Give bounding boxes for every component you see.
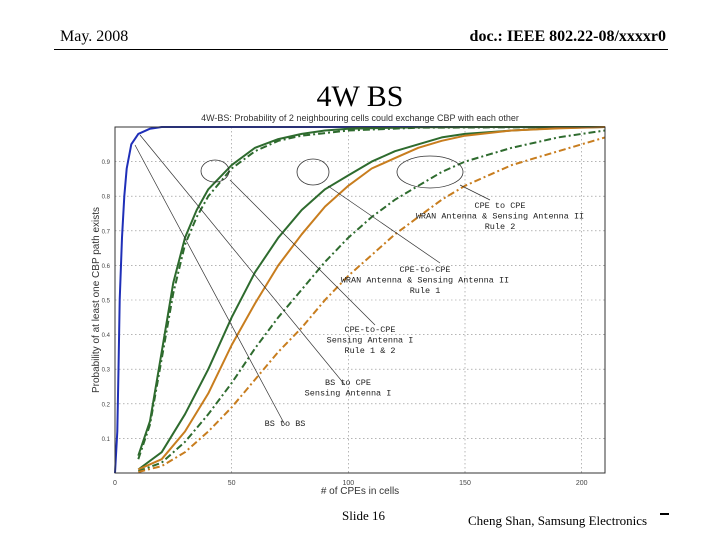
annotation-label-line: WRAN Antenna & Sensing Antenna II [341,276,509,286]
y-tick-label: 0.1 [102,437,111,443]
series-line-7 [138,136,606,473]
x-axis-label: # of CPEs in cells [321,486,399,497]
series-line-2 [137,126,605,457]
y-tick-label: 0.7 [102,229,111,235]
annotation-label-line: CPE-to-CPE [344,325,395,335]
y-tick-label: 0.8 [102,195,111,201]
annotation-arrow-1 [459,184,491,201]
header-doc-id: doc.: IEEE 802.22-08/xxxxr0 [469,28,666,45]
y-tick-label: 0.6 [102,264,111,270]
annotation-label-line: CPE-to-CPE [399,265,450,275]
x-tick-label: 200 [576,480,588,487]
footer-slide-number: Slide 16 [342,508,385,523]
series-line-1 [114,126,605,474]
annotation-arrow-3 [229,179,376,326]
chart-series-group [114,126,606,474]
chart-axes [114,126,606,474]
x-tick-label: 150 [459,480,471,487]
series-line-4 [137,126,606,471]
annotation-ellipse-1 [200,159,230,183]
annotation-label-line: Sensing Antenna I [327,336,414,346]
x-tick-label: 50 [228,480,236,487]
y-axis-label: Probability of at least one CBP path exi… [91,207,102,393]
chart-grid [114,127,605,473]
y-tick-label: 0.4 [102,333,111,339]
annotation-label-line: Sensing Antenna I [305,389,392,399]
series-line-3 [137,126,606,460]
footer-author: Cheng Shan, Samsung Electronics [468,513,648,528]
annotation-label-line: BS to CPE [325,378,371,388]
annotation-arrow-5 [134,144,286,426]
slide-title: 4W BS [316,80,404,113]
header-date: May. 2008 [60,28,129,45]
annotation-label-line: Rule 2 [485,222,516,232]
annotation-label-line: WRAN Antenna & Sensing Antenna II [416,212,584,222]
plot-frame [114,126,606,474]
y-tick-label: 0.2 [102,402,111,408]
chart-ticks: 0 50 100 150 200 0.1 0.2 0.3 0.4 0.5 0.6 0.7 0.8 0.9 [102,160,588,487]
chart-title: 4W-BS: Probability of 2 neighbouring cel… [201,113,519,123]
header-divider [54,49,668,50]
annotation-arrow-4 [139,134,346,386]
annotation-label-line: CPE to CPE [474,201,525,211]
y-tick-label: 0.3 [102,368,111,374]
annotation-label-line: Rule 1 & 2 [344,346,395,356]
footer-dash [660,513,669,515]
y-tick-label: 0.9 [102,160,111,166]
series-line-6 [137,129,606,473]
series-line-5 [137,126,606,471]
annotation-label-line: BS to BS [265,419,306,429]
annotation-label-line: Rule 1 [410,286,441,296]
annotation-ellipse-3 [396,155,464,189]
x-tick-label: 0 [113,480,117,487]
annotation-ellipse-2 [296,158,330,186]
annotation-graphics [134,134,491,426]
annotation-arrow-2 [327,185,441,264]
x-tick-label: 100 [342,480,354,487]
y-tick-label: 0.5 [102,299,111,305]
